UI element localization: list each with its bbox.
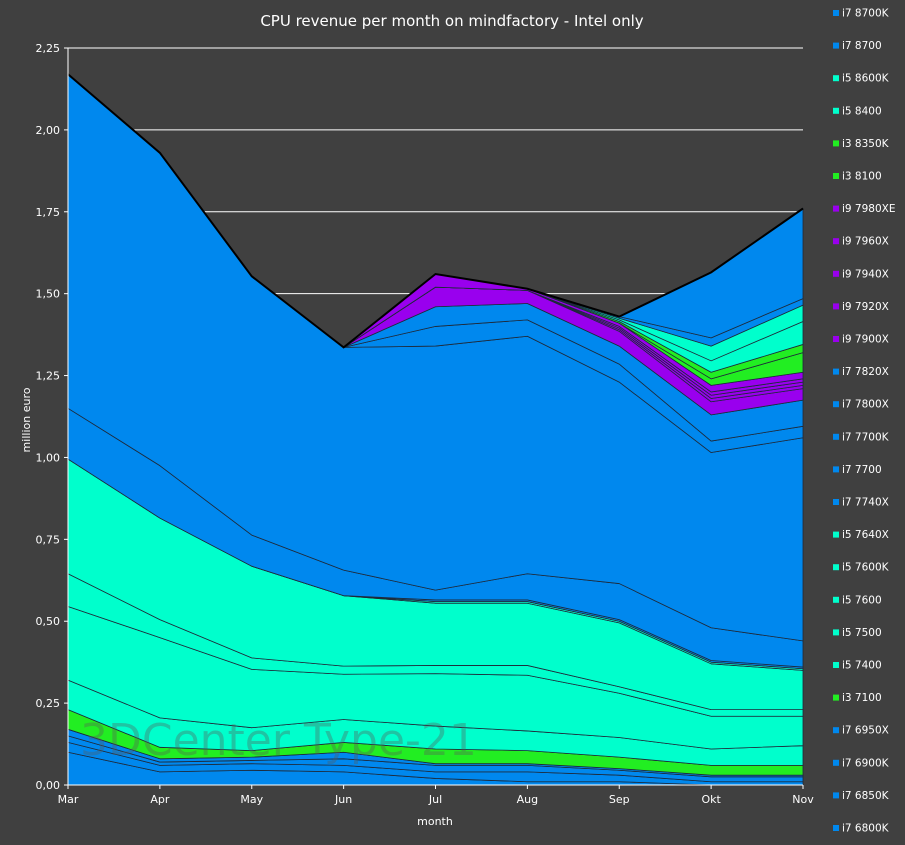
legend-entry: i9 7960X [842,236,889,248]
legend-entry: i7 7700 [842,464,882,476]
axes: 0,00 0,25 0,50 0,75 1,00 1,25 1,50 1,75 2,00 2,25… [36,42,815,806]
total-outline [67,73,804,349]
legend-swatch [833,662,839,668]
legend-swatch [833,564,839,571]
legend-entry: i7 6800K [842,823,890,835]
legend-swatch [833,75,839,82]
legend-entry: i7 7820X [842,366,889,378]
legend-swatch [833,694,839,701]
y-tick-label: 0,25 [36,697,61,710]
legend-swatch [833,303,839,310]
y-tick-label: 0,00 [36,779,61,792]
y-axis-label: million euro [20,387,33,452]
legend-swatch [833,727,839,734]
legend-swatch [833,466,839,473]
legend-entry: i7 8700K [842,8,890,20]
legend-entry: i3 7100 [842,692,882,704]
y-tick-label: 2,25 [36,42,61,55]
area-series [67,73,804,786]
x-tick-label: Jul [428,793,442,806]
legend-entry: i3 8100 [842,171,882,183]
legend-swatch [833,205,839,212]
x-axis-label: month [417,815,453,828]
x-tick-label: Sep [609,793,630,806]
legend-entry: i5 7640X [842,529,889,541]
legend-swatch [833,368,839,375]
legend-swatch [833,270,839,277]
legend-swatch [833,629,839,636]
legend-swatch [833,792,839,799]
y-tick-label: 2,00 [36,124,61,137]
x-tick-label: Okt [701,793,721,806]
legend-entry: i7 7740X [842,497,889,509]
legend-entry: i5 7600K [842,562,890,574]
legend-entry: i5 7500 [842,627,882,639]
legend-swatch [833,107,839,114]
x-tick-label: Jun [334,793,352,806]
legend-entry: i5 8400 [842,105,882,117]
legend-entry: i7 8700 [842,40,882,52]
legend-entry: i7 6900K [842,757,890,769]
total-line [67,73,804,349]
legend-entry: i9 7920X [842,301,889,313]
legend-swatch [833,531,839,538]
legend: i7 8700K i7 8700 i5 8600K i5 8400 i3 8350K i3… [833,8,895,835]
y-tick-label: 1,75 [36,206,61,219]
legend-swatch [833,401,839,408]
y-tick-label: 0,50 [36,615,61,628]
y-tick-label: 0,75 [36,533,61,546]
x-tick-label: Apr [150,793,170,806]
x-tick-label: Aug [517,793,538,806]
legend-swatch [833,336,839,342]
legend-swatch [833,596,839,603]
watermark: 3DCenter Type-21 [80,715,477,766]
legend-entry: i5 8600K [842,73,890,85]
x-tick-label: Nov [792,793,814,806]
chart-title: CPU revenue per month on mindfactory - I… [260,12,643,30]
legend-swatch [833,173,839,179]
x-tick-label: May [240,793,263,806]
legend-entry: i9 7900X [842,334,889,346]
legend-entry: i9 7940X [842,268,889,280]
legend-entry: i7 6850K [842,790,890,802]
legend-swatch [833,433,839,440]
y-tick-label: 1,25 [36,370,61,383]
legend-swatch [833,10,839,16]
legend-entry: i5 7400 [842,660,882,672]
x-tick-label: Mar [58,793,79,806]
legend-swatch [833,42,839,49]
y-tick-label: 1,50 [36,288,61,301]
y-tick-label: 1,00 [36,451,61,464]
legend-swatch [833,140,839,147]
legend-swatch [833,238,839,245]
legend-entry: i7 6950X [842,725,889,737]
legend-entry: i9 7980XE [842,203,895,215]
legend-swatch [833,499,839,505]
legend-entry: i7 7800X [842,399,889,411]
legend-entry: i7 7700K [842,431,890,443]
legend-entry: i3 8350K [842,138,890,150]
legend-entry: i5 7600 [842,594,882,606]
legend-swatch [833,825,839,831]
legend-swatch [833,759,839,766]
